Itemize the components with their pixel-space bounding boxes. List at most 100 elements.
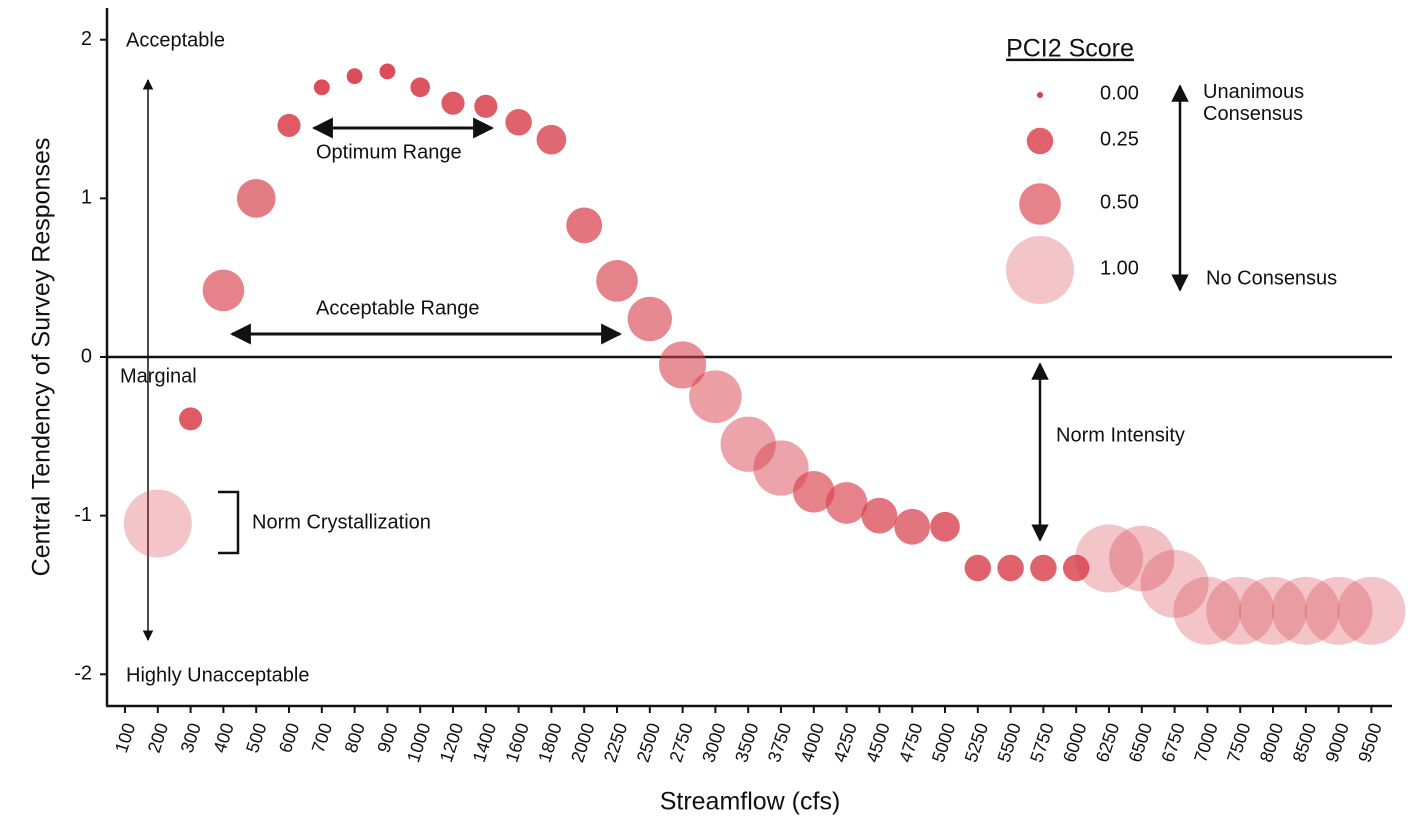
legend-label: 0.25 (1100, 128, 1139, 150)
bubble (792, 471, 835, 513)
x-tick-label: 8000 (1256, 721, 1287, 765)
legend-label: 0.50 (1100, 191, 1139, 213)
bubble (861, 497, 898, 534)
x-tick-label: 6250 (1092, 721, 1123, 765)
x-tick-label: 900 (373, 721, 401, 756)
x-tick-label: 7000 (1190, 721, 1221, 765)
x-tick-label: 400 (209, 721, 237, 756)
legend-bubble (1026, 127, 1054, 155)
legend-bubble (1019, 183, 1061, 225)
legend-note: No Consensus (1206, 267, 1337, 289)
bubble (1304, 576, 1373, 645)
x-tick-label: 7500 (1223, 721, 1254, 765)
bubble (1140, 549, 1209, 618)
bubble (379, 63, 396, 80)
x-tick-label: 3000 (698, 721, 729, 765)
annotation: Marginal (120, 365, 197, 387)
bubble (930, 511, 960, 542)
bubble (1337, 576, 1406, 645)
x-tick-label: 2000 (567, 721, 598, 765)
legend-title: PCI2 Score (1006, 35, 1134, 63)
x-tick-label: 9000 (1322, 721, 1353, 765)
bubble (753, 440, 809, 496)
bubble (1271, 576, 1340, 645)
x-tick-label: 6000 (1059, 721, 1090, 765)
x-axis-title: Streamflow (cfs) (660, 788, 841, 816)
bubble (566, 207, 603, 244)
bubble (236, 178, 276, 218)
bubble (997, 554, 1024, 582)
bubble (474, 94, 498, 118)
bubble (1075, 524, 1143, 593)
bubble (277, 113, 301, 137)
legend-note: Unanimous Consensus (1203, 81, 1305, 125)
x-tick-label: 9500 (1354, 721, 1385, 765)
annotation: Acceptable (126, 29, 225, 51)
x-tick-label: 2500 (633, 721, 664, 765)
bubble (441, 91, 465, 115)
y-axis-title: Central Tendency of Survey Responses (28, 138, 56, 577)
bubble (1206, 576, 1275, 645)
annotation: Acceptable Range (316, 297, 479, 319)
bubble (313, 79, 330, 96)
x-tick-label: 2750 (666, 721, 697, 765)
x-tick-label: 700 (308, 721, 336, 756)
x-tick-label: 200 (144, 721, 172, 756)
x-tick-label: 5500 (994, 721, 1025, 765)
bubble (1239, 576, 1307, 645)
crystallization-bracket (218, 490, 240, 555)
bubble (202, 269, 245, 312)
x-tick-label: 5750 (1026, 721, 1057, 765)
annotation: Optimum Range (316, 141, 462, 163)
bubble (536, 124, 567, 155)
x-tick-label: 500 (242, 721, 270, 756)
legend-label: 1.00 (1100, 257, 1139, 279)
bubble (627, 296, 673, 342)
x-tick-label: 4750 (895, 721, 926, 765)
legend-bubble (1006, 236, 1074, 304)
bubble (1030, 554, 1057, 582)
x-tick-label: 4500 (862, 721, 893, 765)
x-tick-label: 1200 (436, 721, 467, 765)
x-tick-label: 6500 (1125, 721, 1156, 765)
x-tick-label: 6750 (1158, 721, 1189, 765)
bubble (410, 77, 430, 98)
y-tick-label: 2 (81, 28, 92, 50)
x-tick-label: 300 (177, 721, 205, 756)
annotation: Highly Unacceptable (126, 664, 309, 686)
y-tick-label: 0 (81, 345, 92, 367)
x-tick-label: 5250 (961, 721, 992, 765)
bubble (505, 108, 532, 136)
bubble (825, 482, 868, 524)
x-tick-label: 100 (111, 721, 139, 756)
annotation: Norm Intensity (1056, 424, 1185, 446)
bubble (123, 489, 192, 558)
x-tick-label: 1800 (534, 721, 565, 765)
x-tick-label: 5000 (928, 721, 959, 765)
x-tick-label: 3500 (731, 721, 762, 765)
x-tick-label: 1000 (403, 721, 434, 765)
x-tick-label: 4250 (830, 721, 861, 765)
bubble (179, 407, 203, 431)
bubble (964, 554, 992, 582)
x-tick-label: 600 (275, 721, 303, 756)
legend-label: 0.00 (1100, 82, 1139, 104)
bubble (596, 260, 638, 302)
x-tick-label: 1400 (469, 721, 500, 765)
bubble (1062, 554, 1090, 582)
annotation: Norm Crystallization (252, 511, 431, 533)
legend-bubble (1037, 92, 1043, 98)
bubble (689, 370, 742, 423)
y-tick-label: 1 (81, 187, 92, 209)
x-tick-label: 2250 (600, 721, 631, 765)
bubble (720, 416, 776, 472)
bubble (894, 508, 931, 545)
x-tick-label: 3750 (764, 721, 795, 765)
bubble (1173, 576, 1242, 645)
x-tick-label: 4000 (797, 721, 828, 765)
x-tick-label: 8500 (1289, 721, 1320, 765)
bubble (658, 341, 707, 389)
y-tick-label: -1 (74, 504, 92, 526)
